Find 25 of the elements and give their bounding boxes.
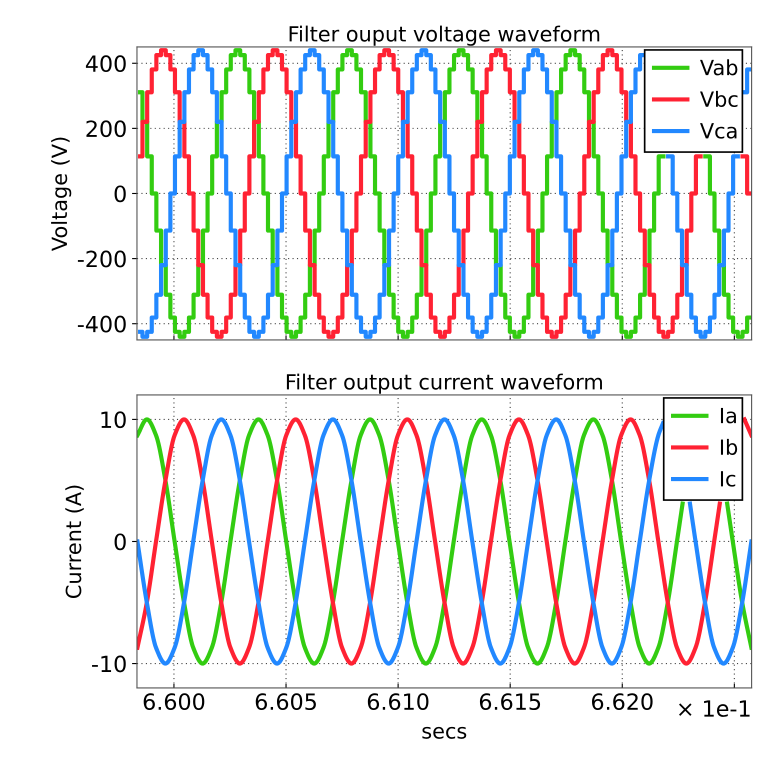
y-axis-title: Current (A) (65, 486, 84, 598)
legend-label: Vbc (700, 90, 738, 108)
y-tick-label: -200 (78, 250, 126, 268)
legend-label: Vca (700, 123, 736, 139)
legend-label: Ib (720, 438, 738, 456)
x-axis-title: secs (422, 726, 466, 739)
x-tick-label: 6.605 (256, 693, 316, 710)
x-tick-label: 6.615 (480, 693, 540, 710)
chart-title: Filter ouput voltage waveform (290, 26, 600, 46)
y-tick-label: -400 (78, 316, 126, 332)
y-axis-title: Voltage (V) (51, 138, 72, 251)
text: × 1e-1 (679, 700, 750, 717)
y-tick-label: 10 (101, 411, 126, 428)
y-tick-label: 0 (114, 533, 126, 550)
x-tick-label: 6.600 (144, 693, 204, 710)
y-tick-label: 0 (114, 185, 126, 202)
y-tick-label: 200 (86, 120, 126, 138)
x-tick-label: 6.620 (592, 693, 653, 710)
legend-label: Ic (720, 471, 736, 487)
legend-label: Ia (720, 408, 736, 424)
legend-label: Vab (700, 59, 738, 76)
x-tick-label: 6.610 (368, 693, 428, 710)
y-tick-label: -10 (92, 656, 126, 672)
y-tick-label: 400 (86, 55, 126, 72)
chart-title: Filter output current waveform (286, 374, 602, 394)
